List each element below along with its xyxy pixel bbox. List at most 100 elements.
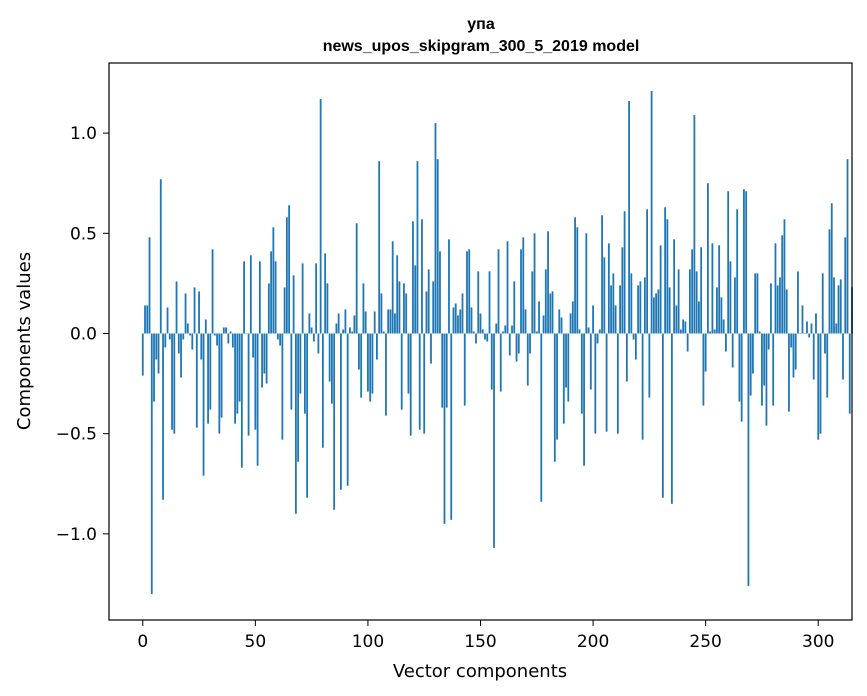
x-tick-label: 150 [464,632,496,652]
bar-226 [650,91,653,334]
bar-170 [524,309,527,334]
bar-157 [495,323,498,334]
bar-54 [263,333,266,374]
bar-172 [529,333,531,354]
bar-181 [549,293,552,334]
bar-160 [502,331,504,334]
bar-270 [749,333,752,396]
bar-137 [450,333,453,520]
bar-98 [362,283,365,334]
bar-41 [234,333,236,424]
bar-22 [191,333,194,350]
bar-163 [508,333,511,356]
bar-276 [763,333,766,386]
bar-301 [819,333,822,434]
bar-269 [747,333,750,586]
bar-133 [441,333,444,408]
bar-164 [511,325,513,334]
bar-58 [272,227,275,334]
bar-208 [610,285,612,334]
bar-236 [673,239,676,334]
x-tick-label: 0 [137,632,148,652]
bar-229 [657,289,660,334]
bar-211 [616,333,619,434]
bar-185 [558,309,561,334]
bar-32 [213,333,216,336]
bar-184 [556,333,558,440]
bar-44 [240,333,243,468]
bar-195 [580,333,583,414]
bar-110 [389,309,392,334]
bar-196 [583,333,585,466]
bar-63 [283,287,286,334]
bar-76 [312,333,315,342]
bar-307 [833,277,835,334]
bar-242 [686,333,689,352]
bar-130 [434,123,437,334]
x-tick-label: 200 [577,632,609,652]
bar-30 [209,333,212,410]
bar-159 [499,333,502,392]
bar-274 [758,331,761,334]
bar-198 [587,327,590,334]
bar-240 [682,319,685,334]
bar-8 [159,179,162,334]
bar-278 [767,333,770,350]
bar-91 [346,333,349,486]
bar-149 [477,271,480,334]
bar-187 [562,333,565,424]
bar-118 [407,333,410,394]
bar-105 [378,161,381,334]
bar-311 [842,333,844,380]
bar-112 [394,313,396,334]
x-tick-label: 300 [802,632,834,652]
bar-310 [839,279,842,334]
bar-143 [463,333,466,406]
bar-247 [698,301,700,334]
bar-49 [252,333,254,358]
bar-271 [752,333,754,374]
bar-279 [770,283,772,334]
bar-89 [342,329,345,334]
bar-259 [725,333,727,352]
bar-84 [331,333,333,404]
bar-132 [439,251,441,334]
bar-3 [148,237,151,334]
bar-71 [301,263,304,334]
bar-219 [634,333,637,360]
bar-179 [544,269,547,334]
bar-18 [182,333,185,340]
bar-77 [315,263,318,334]
bar-100 [367,333,369,392]
bar-128 [430,333,432,364]
x-tick-label: 250 [689,632,721,652]
bar-258 [722,319,725,334]
bar-249 [702,333,705,406]
bar-168 [520,249,522,334]
bar-75 [310,327,313,334]
bar-246 [695,271,698,334]
bar-146 [470,307,473,334]
bar-144 [466,251,468,334]
bar-60 [276,333,279,340]
bar-102 [371,333,374,394]
bar-175 [535,331,538,334]
bar-197 [585,233,588,334]
bar-73 [306,333,309,498]
bar-101 [369,333,372,402]
bar-17 [180,333,182,378]
bar-272 [754,273,757,334]
bar-203 [598,329,601,334]
bar-90 [344,309,347,334]
bar-260 [727,191,730,334]
bar-212 [619,285,621,334]
bar-25 [198,291,200,334]
bar-165 [513,281,516,334]
bar-37 [225,327,227,334]
bar-235 [670,333,673,504]
bar-199 [589,333,592,390]
bar-93 [351,331,354,334]
bar-262 [731,333,734,368]
bar-239 [679,329,682,334]
bar-56 [267,283,270,334]
